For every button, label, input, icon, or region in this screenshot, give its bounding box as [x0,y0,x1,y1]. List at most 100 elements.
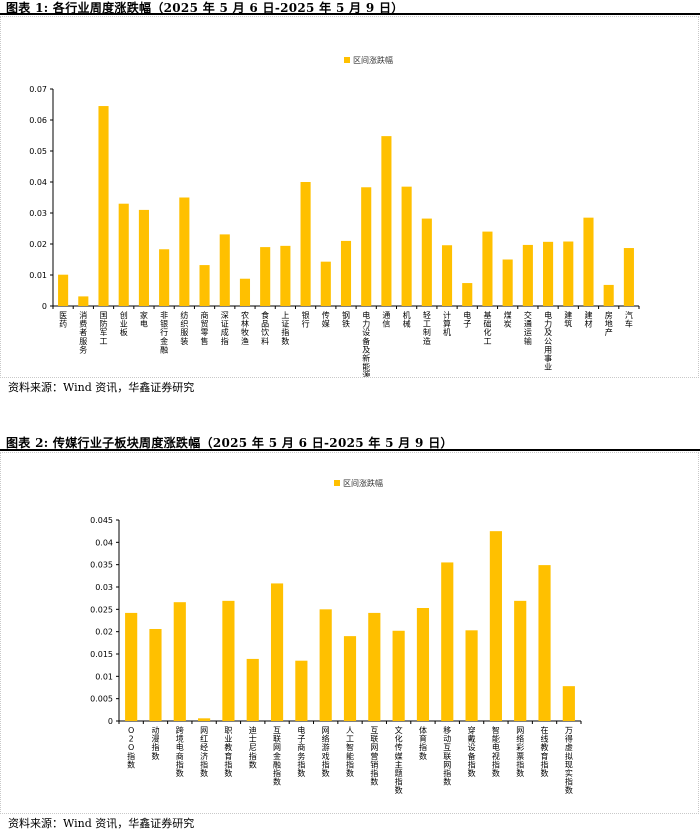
fig2-y-tick-label: 0.025 [90,605,113,614]
fig1-y-tick-label: 0.06 [29,116,47,125]
fig1-category-label: 交通运输 [524,310,532,346]
fig2-category-label: 智能电视指数 [492,725,500,778]
fig1-category-label: 房地产 [605,310,613,337]
fig1-bar [118,203,129,306]
fig1-bar [543,241,554,306]
fig1-bar [280,245,291,306]
fig2-category-label: 网红经济指数 [200,726,208,778]
fig1-category-label: 通信 [382,310,390,329]
fig2-bar [514,600,527,721]
fig1-bar [563,241,574,306]
fig2-bar [465,630,478,721]
fig1-category-label: 非银行金融 [160,310,168,354]
fig1-bar [98,106,109,306]
fig1-category-label: 基础化工 [483,310,491,346]
fig2-category-label: 互联网营销指数 [370,726,378,787]
fig2-bar [441,562,454,721]
fig2-bar [489,531,502,721]
fig1-legend-label: 区间涨跌幅 [353,55,393,65]
fig1-category-label: 商贸零售 [201,310,209,346]
fig1-bar [260,247,271,306]
fig1-category-label: 上证指数 [281,311,289,346]
fig1-category-label: 农林牧渔 [241,310,249,346]
fig2-category-label: 网络游戏指数 [322,726,330,778]
fig2-bar [538,565,551,721]
fig1-category-label: 家电 [140,310,148,329]
fig1-category-label: 医药 [59,311,67,329]
fig1-bar [179,197,190,306]
fig2-category-label: 穿戴设备指数 [468,725,476,778]
fig1-category-label: 电力及公用事业 [544,310,552,372]
fig2-y-tick-label: 0.04 [95,538,113,547]
fig1-category-label: 机械 [403,310,411,329]
fig1-bar [159,249,170,306]
fig1-category-label: 轻工制造 [423,310,431,346]
fig2-y-tick-label: 0 [108,717,113,726]
fig2-category-label: 动漫指数 [151,725,159,761]
fig1-y-tick-label: 0.07 [29,85,47,94]
fig1-category-label: 消费者服务 [79,310,87,354]
fig1-bar [320,261,331,306]
fig1-bar [361,187,372,306]
fig1-bar [603,284,614,306]
fig1-y-tick-label: 0.04 [29,178,47,187]
figure2-title-rule [0,449,700,451]
fig2-y-tick-label: 0.015 [90,650,113,659]
fig2-category-label: O 2 O 指数 [127,726,135,769]
fig2-y-tick-label: 0.005 [90,695,113,704]
fig2-category-label: 文化传媒主题指数 [395,725,403,795]
fig1-bar [219,234,230,306]
fig2-category-label: 职业教育指数 [224,726,232,778]
fig2-category-label: 移动互联网指数 [443,725,451,787]
fig1-bar [522,244,533,306]
fig2-bar [198,718,211,721]
fig1-bar [381,136,392,306]
fig2-bar [246,658,259,721]
fig1-legend-swatch [344,57,350,63]
fig1-bar [138,209,149,306]
fig1-category-label: 银行 [302,310,310,329]
figure2-source: 资料来源：Wind 资讯，华鑫证券研究 [8,817,195,830]
fig2-category-label: 体育指数 [419,725,427,761]
fig2-legend-swatch [334,480,340,486]
fig2-category-label: 人工智能指数 [346,726,354,778]
fig1-category-label: 汽车 [625,310,633,329]
fig1-bar [401,186,412,306]
figure1-source: 资料来源：Wind 资讯，华鑫证券研究 [8,381,195,394]
fig2-bar [149,628,162,721]
fig2-bar [319,609,332,721]
fig2-y-tick-label: 0.03 [95,583,113,592]
fig1-category-label: 计算机 [443,310,451,337]
figure2-title: 图表 2: 传媒行业子板块周度涨跌幅（2025 年 5 月 6 日-2025 年… [6,436,453,450]
figure2-bar-chart: 区间涨跌幅 0 0.005 0.01 0.015 0.02 0.025 0.03 0.035 0.… [90,478,582,795]
fig1-category-label: 纺织服装 [180,310,188,346]
fig1-y-tick-label: 0.03 [29,209,47,218]
fig1-bar [199,265,210,306]
fig1-category-label: 建材 [584,310,592,329]
figure1-title: 图表 1: 各行业周度涨跌幅（2025 年 5 月 6 日-2025 年 5 月… [6,1,404,15]
figure1-chart-frame: 区间涨跌幅 0 0.01 0.02 0.03 0.04 0.05 0.06 0.07 医药 消费者服… [0,16,699,378]
fig1-legend: 区间涨跌幅 [344,55,393,65]
fig1-bar [340,240,352,306]
fig2-legend: 区间涨跌幅 [334,478,383,488]
fig2-bar [343,636,357,721]
fig1-category-label: 食品饮料 [261,310,269,346]
figure1-bar-chart: 区间涨跌幅 0 0.01 0.02 0.03 0.04 0.05 0.06 0.07 医药 消费者服… [29,55,640,377]
fig1-category-label: 煤炭 [504,310,512,329]
fig2-category-label: 网络彩票指数 [516,726,524,778]
fig2-bar [416,607,430,721]
fig1-category-label: 国防军工 [100,311,108,346]
fig1-bar [421,218,432,306]
fig1-y-tick-label: 0.02 [29,240,47,249]
fig2-bar [295,660,308,721]
fig1-y-tick-label: 0 [42,302,47,311]
figure2-chart-frame: 区间涨跌幅 0 0.005 0.01 0.015 0.02 0.025 0.03 0.035 0.… [0,452,699,814]
fig1-category-label: 创业板 [120,310,128,337]
fig1-category-label: 传媒 [322,310,330,329]
fig2-legend-label: 区间涨跌幅 [343,478,383,488]
figure1-title-rule [0,13,700,15]
fig1-category-label: 电力设备及新能源 [362,310,370,377]
fig2-bar [562,686,575,721]
fig1-bar [583,217,594,306]
fig1-category-label: 深证成指 [221,311,229,346]
